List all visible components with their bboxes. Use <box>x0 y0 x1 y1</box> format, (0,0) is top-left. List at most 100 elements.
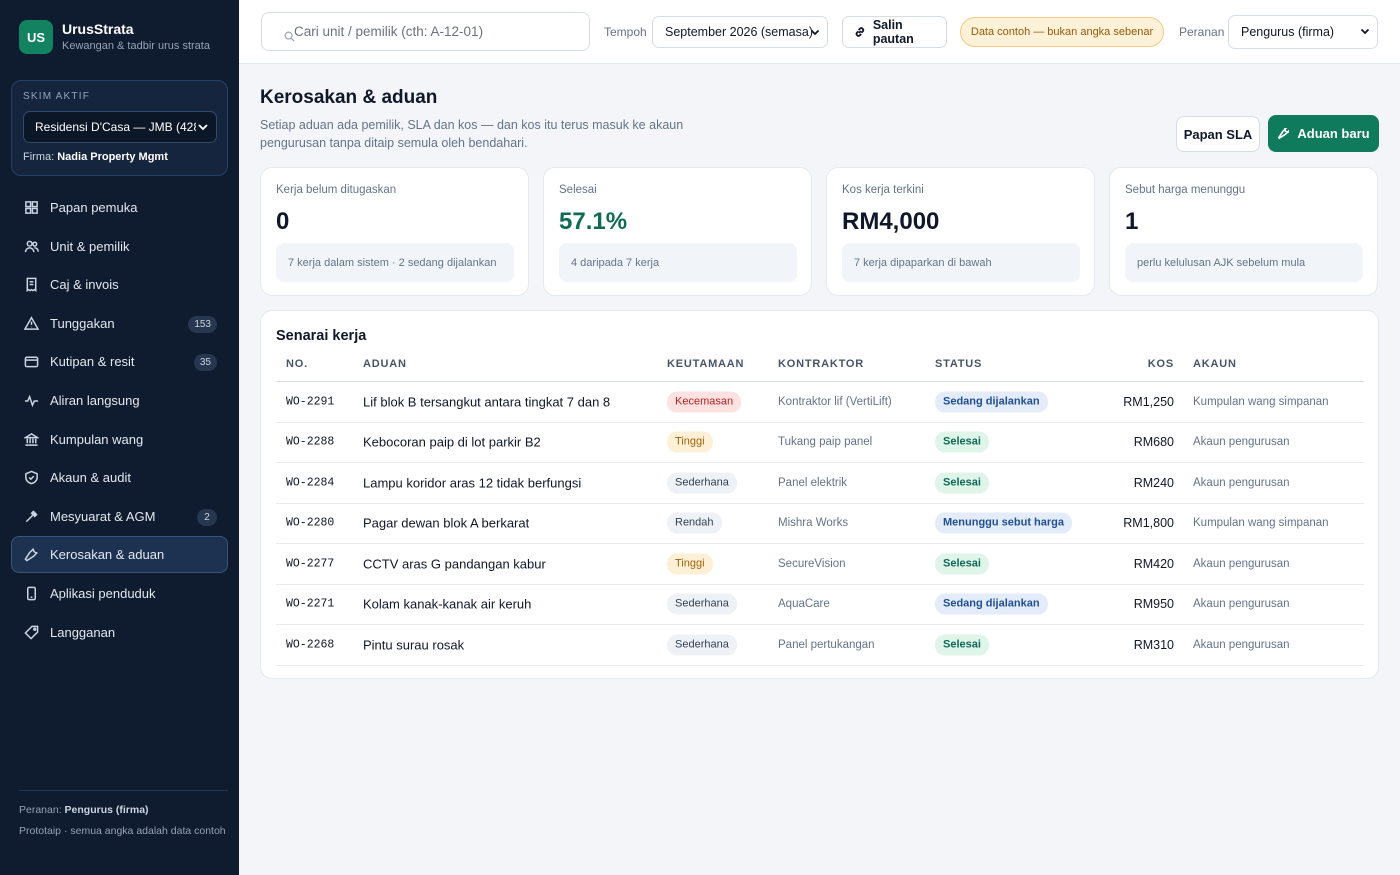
stat-value: RM4,000 <box>842 208 940 235</box>
demo-data-badge: Data contoh — bukan angka sebenar <box>960 17 1164 47</box>
stat-label: Selesai <box>559 184 597 196</box>
stat-label: Kos kerja terkini <box>842 184 924 196</box>
sidebar-item-alert-triangle[interactable]: Tunggakan 153 <box>11 305 228 342</box>
table-row[interactable]: WO-2288 Kebocoran paip di lot parkir B2 Ti… <box>276 423 1364 463</box>
role-select-value: Pengurus (firma) <box>1241 25 1335 39</box>
cost-value: RM950 <box>1133 597 1174 612</box>
sidebar-item-phone[interactable]: Aplikasi penduduk <box>11 575 228 612</box>
priority-badge: Kecemasan <box>667 391 742 413</box>
sidebar-item-wrench[interactable]: Kerosakan & aduan <box>11 536 228 574</box>
new-complaint-button[interactable]: Aduan baru <box>1268 115 1379 152</box>
complaint-title: Pagar dewan blok A berkarat <box>363 515 530 531</box>
sidebar-item-wallet[interactable]: Kutipan & resit 35 <box>11 343 228 380</box>
complaint-title: Lampu koridor aras 12 tidak berfungsi <box>363 475 582 491</box>
footer-role-value: Pengurus (firma) <box>64 804 149 816</box>
sidebar-item-label: Tunggakan <box>50 315 115 331</box>
firm-line: Firma: Nadia Property Mgmt <box>23 151 168 163</box>
priority-badge: Sederhana <box>667 593 737 615</box>
stat-note: 4 daripada 7 kerja <box>559 243 797 282</box>
sidebar-item-receipt[interactable]: Caj & invois <box>11 266 228 303</box>
sidebar-item-grid[interactable]: Papan pemuka <box>11 189 228 226</box>
stat-label: Sebut harga menunggu <box>1125 184 1246 196</box>
search-input[interactable]: Cari unit / pemilik (cth: A-12-01) <box>261 12 590 51</box>
page-title: Kerosakan & aduan <box>260 87 438 108</box>
active-scheme-panel: SKIM AKTIF Residensi D'Casa — JMB (428 F… <box>11 80 228 176</box>
status-badge: Selesai <box>935 472 989 494</box>
table-row[interactable]: WO-2268 Pintu surau rosak Sederhana Panel p… <box>276 625 1364 666</box>
sla-board-button[interactable]: Papan SLA <box>1176 116 1260 152</box>
firm-label: Firma: <box>23 151 55 163</box>
table-row[interactable]: WO-2277 CCTV aras G pandangan kabur Tinggi… <box>276 544 1364 585</box>
work-order-number: WO-2271 <box>286 597 335 611</box>
status-badge: Selesai <box>935 553 989 575</box>
complaint-title: Kebocoran paip di lot parkir B2 <box>363 434 541 450</box>
col-header-keutamaan: KEUTAMAAN <box>667 358 745 370</box>
stat-card: Sebut harga menunggu 1 perlu kelulusan AJK… <box>1109 167 1378 296</box>
sidebar-item-gavel[interactable]: Mesyuarat & AGM 2 <box>11 498 228 535</box>
cost-value: RM240 <box>1133 475 1174 490</box>
period-select[interactable]: September 2026 (semasa) <box>652 16 828 48</box>
scheme-select[interactable]: Residensi D'Casa — JMB (428 <box>23 111 217 143</box>
count-badge: 35 <box>193 354 217 372</box>
role-select[interactable]: Pengurus (firma) <box>1228 15 1378 49</box>
stat-label: Kerja belum ditugaskan <box>276 184 397 196</box>
sidebar-item-label: Kumpulan wang <box>50 431 144 447</box>
table-row[interactable]: WO-2284 Lampu koridor aras 12 tidak berfu… <box>276 463 1364 504</box>
sidebar-item-label: Aplikasi penduduk <box>50 585 156 601</box>
contractor-name: Kontraktor lif (VertiLift) <box>778 395 892 408</box>
sidebar: US UrusStrata Kewangan & tadbir urus str… <box>0 0 239 875</box>
tag-icon <box>23 624 39 640</box>
sidebar-item-tag[interactable]: Langganan <box>11 614 228 651</box>
stat-note: perlu kelulusan AJK sebelum mula <box>1125 243 1363 282</box>
page-description: Setiap aduan ada pemilik, SLA dan kos — … <box>260 118 684 150</box>
sidebar-item-bank[interactable]: Kumpulan wang <box>11 421 228 458</box>
gavel-icon <box>23 508 39 524</box>
work-list-panel: Senarai kerja NO. ADUAN KEUTAMAAN KONTRA… <box>260 310 1379 679</box>
col-header-akaun: AKAUN <box>1193 358 1237 370</box>
period-select-value: September 2026 (semasa) <box>665 25 813 39</box>
sidebar-item-shield[interactable]: Akaun & audit <box>11 459 228 496</box>
account-name: Akaun pengurusan <box>1193 476 1290 489</box>
cost-value: RM420 <box>1133 556 1174 571</box>
contractor-name: Tukang paip panel <box>778 436 873 449</box>
complaint-title: Lif blok B tersangkut antara tingkat 7 d… <box>363 394 611 410</box>
status-badge: Selesai <box>935 431 989 453</box>
sidebar-item-label: Akaun & audit <box>50 470 131 486</box>
work-order-number: WO-2280 <box>286 516 335 530</box>
status-badge: Menunggu sebut harga <box>935 512 1072 534</box>
scheme-label: SKIM AKTIF <box>23 91 91 102</box>
table-row[interactable]: WO-2271 Kolam kanak-kanak air keruh Sederh… <box>276 585 1364 625</box>
app-name: UrusStrata <box>62 21 134 37</box>
prototype-note: Prototaip · semua angka adalah data cont… <box>19 825 226 837</box>
sidebar-item-label: Kerosakan & aduan <box>50 547 165 563</box>
wallet-icon <box>23 354 39 370</box>
sidebar-item-activity[interactable]: Aliran langsung <box>11 382 228 419</box>
brand[interactable]: US UrusStrata Kewangan & tadbir urus str… <box>19 20 210 54</box>
col-header-aduan: ADUAN <box>363 358 407 370</box>
sidebar-item-users[interactable]: Unit & pemilik <box>11 228 228 265</box>
table-row[interactable]: WO-2291 Lif blok B tersangkut antara ting… <box>276 382 1364 423</box>
account-name: Akaun pengurusan <box>1193 436 1290 449</box>
stat-value: 1 <box>1125 208 1139 235</box>
priority-badge: Sederhana <box>667 634 737 656</box>
receipt-icon <box>23 277 39 293</box>
contractor-name: Panel pertukangan <box>778 638 875 651</box>
sidebar-item-label: Caj & invois <box>50 277 119 293</box>
cost-value: RM1,800 <box>1123 516 1174 531</box>
role-label: Peranan <box>1179 25 1225 39</box>
stat-note: 7 kerja dalam sistem · 2 sedang dijalank… <box>276 243 514 282</box>
complaint-title: CCTV aras G pandangan kabur <box>363 556 546 572</box>
account-name: Akaun pengurusan <box>1193 638 1290 651</box>
stat-value: 57.1% <box>559 208 628 235</box>
search-icon <box>284 31 295 42</box>
phone-icon <box>23 585 39 601</box>
wrench-icon <box>1278 128 1290 140</box>
top-bar: Cari unit / pemilik (cth: A-12-01) Tempo… <box>239 0 1400 64</box>
copy-link-button[interactable]: Salin pautan <box>842 16 947 48</box>
footer-role-label: Peranan: <box>19 804 62 816</box>
contractor-name: Panel elektrik <box>778 476 848 489</box>
chevron-down-icon <box>1360 28 1370 35</box>
table-row[interactable]: WO-2280 Pagar dewan blok A berkarat Rendah… <box>276 504 1364 544</box>
wrench-icon <box>23 547 39 563</box>
col-header-kos: KOS <box>1147 358 1174 370</box>
